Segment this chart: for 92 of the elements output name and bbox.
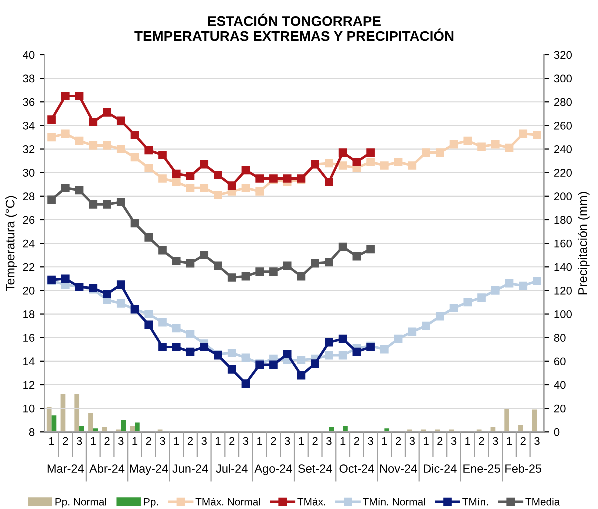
y-tick-label: 36 [23, 98, 35, 106]
y-tick-label: 30 [23, 169, 35, 177]
x-tick-label: 1 [132, 437, 138, 446]
x-tick-label: 2 [63, 437, 68, 446]
x-tick-label: 3 [202, 437, 207, 446]
text: Mar-24 [48, 464, 84, 474]
x-tick-label: 1 [382, 437, 388, 446]
x-tick-label: 1 [216, 437, 221, 446]
y-tick-label: 18 [24, 310, 35, 318]
text: Dic-24 [424, 464, 457, 474]
text: May-24 [130, 464, 168, 476]
x-tick-label: 3 [451, 437, 457, 446]
y-tick-label: 38 [23, 74, 35, 83]
x-tick-label: 2 [230, 437, 235, 446]
x-tick-label: 1 [50, 437, 54, 446]
x-tick-label: 2 [354, 437, 360, 446]
x-tick-label: 1 [299, 437, 304, 446]
y-tick-label: 40 [23, 51, 35, 60]
text: Ago-24 [254, 464, 292, 476]
y-tick-label: 8 [29, 428, 35, 436]
x-tick-label: 3 [76, 437, 82, 446]
x-tick-label: 2 [438, 437, 443, 446]
text: Jun-24 [172, 464, 208, 474]
x-tick-label: 2 [271, 437, 276, 446]
y2-tick-label: 40 [554, 381, 566, 390]
y2-tick-label: 80 [554, 334, 566, 342]
x-tick-label: 3 [534, 437, 540, 446]
x-tick-label: 3 [160, 437, 166, 446]
y2-tick-label: 200 [554, 192, 572, 201]
y2-tick-label: 0 [554, 428, 560, 436]
text: Oct-24 [340, 464, 374, 474]
y2-axis-title: Precipitación (mm) [578, 192, 590, 295]
text: Feb-25 [506, 464, 542, 474]
text: Jul-24 [216, 464, 248, 474]
y-tick-label: 34 [23, 122, 35, 130]
x-tick-label: 1 [174, 437, 180, 446]
y-tick-label: 12 [24, 381, 35, 390]
x-tick-label: 3 [326, 437, 332, 446]
legend-label: TMín. [462, 498, 488, 506]
legend-label: TMáx. [298, 498, 326, 506]
text: Ene-25 [464, 464, 500, 474]
x-tick-label: 2 [188, 437, 194, 446]
x-tick-label: 2 [520, 437, 526, 446]
x-tick-label: 2 [146, 437, 152, 446]
y-tick-label: 22 [23, 263, 35, 272]
y2-tick-label: 220 [554, 169, 572, 177]
y2-tick-label: 300 [554, 74, 572, 83]
y2-tick-label: 100 [554, 310, 572, 318]
x-tick-label: 1 [340, 437, 346, 446]
y-tick-label: 24 [23, 240, 35, 248]
y-tick-label: 16 [24, 334, 35, 342]
text: Nov-24 [380, 464, 418, 474]
legend-label: Pp. Normal [56, 498, 106, 508]
x-tick-label: 1 [258, 437, 262, 446]
x-tick-label: 2 [396, 437, 402, 446]
x-tick-label: 1 [91, 437, 96, 446]
y2-tick-label: 240 [554, 146, 572, 154]
y2-tick-label: 180 [554, 216, 572, 224]
x-tick-label: 3 [243, 437, 249, 446]
x-tick-label: 2 [479, 437, 484, 446]
x-tick-label: 3 [368, 437, 374, 446]
y2-tick-label: 140 [554, 263, 572, 272]
legend-label: TMáx. Normal [196, 498, 260, 506]
y-tick-label: 20 [23, 286, 35, 295]
x-tick-label: 1 [466, 437, 470, 446]
y2-tick-label: 260 [554, 122, 572, 130]
y2-tick-label: 160 [554, 240, 572, 248]
x-tick-label: 3 [118, 437, 124, 446]
y2-tick-label: 60 [554, 358, 566, 366]
legend-label: Pp. [144, 498, 158, 508]
y-tick-label: 28 [23, 192, 35, 201]
y2-tick-label: 280 [554, 98, 572, 106]
text: Set-24 [298, 464, 332, 474]
y2-tick-label: 120 [554, 286, 572, 295]
y-tick-label: 14 [24, 358, 35, 366]
y-tick-label: 10 [24, 404, 35, 413]
x-tick-label: 2 [312, 437, 318, 446]
y-axis-title: Temperatura (°C) [6, 196, 18, 292]
y-tick-label: 26 [23, 216, 35, 224]
x-tick-label: 2 [104, 437, 110, 446]
legend-label: TMedia [526, 498, 560, 506]
chart-title: ESTACIÓN TONGORRAPE TEMPERATURAS EXTREMAS Y PRECIPITACIÓN [134, 14, 454, 42]
x-tick-label: 1 [507, 437, 512, 446]
text: Abr-24 [90, 464, 125, 474]
y-tick-label: 32 [23, 146, 35, 154]
y2-tick-label: 20 [554, 404, 566, 413]
x-tick-label: 1 [424, 437, 429, 446]
legend-label: TMín. Normal [363, 498, 426, 506]
y2-tick-label: 320 [554, 51, 572, 60]
x-tick-label: 3 [492, 437, 498, 446]
x-tick-label: 3 [410, 437, 416, 446]
x-tick-label: 3 [284, 437, 290, 446]
